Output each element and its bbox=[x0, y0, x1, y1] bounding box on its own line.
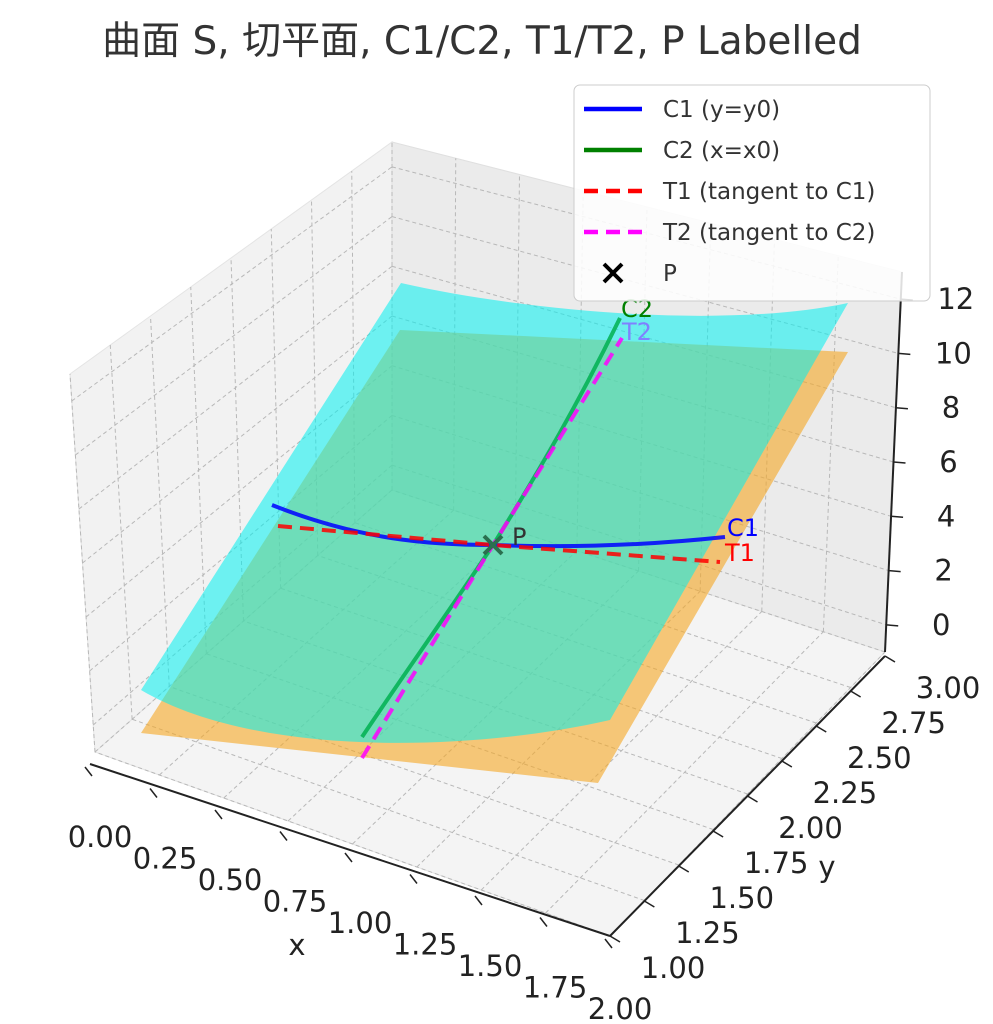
legend-box bbox=[573, 84, 931, 302]
axis-ticks: 0.000.250.500.751.001.251.501.752.001.00… bbox=[68, 282, 981, 1024]
z-tick-mark bbox=[898, 352, 911, 356]
x-tick-label: 0.75 bbox=[263, 885, 328, 919]
x-axis-label: x bbox=[288, 928, 305, 962]
x-tick-label: 0.00 bbox=[68, 820, 133, 854]
z-tick-label: 10 bbox=[935, 336, 972, 370]
x-tick-mark bbox=[149, 788, 158, 798]
legend-label: C1 (y=y0) bbox=[663, 97, 780, 123]
z-tick-mark bbox=[895, 406, 908, 410]
x-axis-line bbox=[89, 763, 611, 937]
z-tick-label: 6 bbox=[939, 445, 957, 479]
x-tick-label: 1.75 bbox=[523, 971, 588, 1005]
z-tick-label: 8 bbox=[942, 391, 960, 425]
legend-label: P bbox=[663, 261, 677, 287]
x-tick-label: 1.50 bbox=[458, 949, 523, 983]
y-tick-label: 2.00 bbox=[778, 811, 843, 845]
legend-label: C2 (x=x0) bbox=[663, 138, 780, 164]
legend-marker bbox=[602, 262, 624, 284]
y-tick-mark bbox=[884, 655, 896, 663]
y-tick-mark bbox=[850, 690, 862, 698]
x-tick-mark bbox=[604, 938, 613, 949]
y-tick-label: 2.75 bbox=[881, 706, 946, 740]
y-tick-mark bbox=[712, 830, 724, 838]
annotation-t1: T1 bbox=[724, 539, 755, 567]
y-tick-label: 1.00 bbox=[641, 951, 706, 985]
legend: C1 (y=y0) C2 (x=x0) T1 (tangent to C1) T2 (… bbox=[573, 84, 931, 302]
legend-label: T2 (tangent to C2) bbox=[662, 220, 875, 246]
z-tick-mark bbox=[893, 461, 906, 464]
x-tick-mark bbox=[474, 895, 483, 906]
grid-line-z bbox=[71, 166, 393, 402]
x-tick-mark bbox=[279, 831, 288, 841]
x-tick-label: 1.25 bbox=[393, 928, 458, 962]
x-tick-label: 0.50 bbox=[198, 863, 263, 897]
grid-line-y bbox=[94, 751, 611, 937]
y-tick-mark bbox=[678, 865, 690, 873]
grid-line-z bbox=[82, 315, 393, 564]
z-tick-label: 4 bbox=[937, 499, 955, 533]
x-tick-label: 1.00 bbox=[328, 906, 393, 940]
point-p-stroke bbox=[482, 534, 504, 556]
y-tick-label: 1.50 bbox=[709, 881, 774, 915]
y-tick-label: 3.00 bbox=[916, 671, 981, 705]
grid-line-z bbox=[78, 265, 393, 510]
chart-title: 曲面 S, 切平面, C1/C2, T1/T2, P Labelled bbox=[102, 19, 862, 64]
y-tick-label: 1.75 bbox=[744, 846, 809, 880]
point-p-marker bbox=[482, 534, 504, 556]
y-tick-label: 2.25 bbox=[813, 776, 878, 810]
x-tick-mark bbox=[539, 917, 548, 927]
z-tick-mark bbox=[891, 515, 904, 519]
z-tick-label: 12 bbox=[937, 282, 974, 316]
y-tick-mark bbox=[815, 725, 827, 733]
grid-line-z bbox=[75, 216, 393, 456]
annotation-t2: T2 bbox=[621, 318, 652, 346]
x-tick-mark bbox=[84, 766, 93, 777]
annotation-p: P bbox=[512, 523, 526, 551]
z-tick-mark bbox=[888, 569, 901, 573]
y-tick-mark bbox=[747, 795, 758, 803]
legend-label: T1 (tangent to C1) bbox=[662, 179, 875, 205]
y-tick-label: 2.50 bbox=[847, 741, 912, 775]
x-tick-mark bbox=[344, 852, 353, 863]
y-tick-mark bbox=[643, 900, 655, 908]
surface-s bbox=[141, 283, 848, 743]
z-tick-label: 0 bbox=[932, 608, 950, 642]
z-tick-mark bbox=[886, 624, 899, 627]
y-tick-mark bbox=[609, 935, 621, 943]
x-tick-label: 0.25 bbox=[133, 842, 198, 876]
annotation-c1: C1 bbox=[727, 514, 759, 542]
tangent-t1 bbox=[277, 524, 721, 564]
grid-line-y bbox=[230, 257, 244, 622]
z-tick-label: 2 bbox=[934, 554, 952, 588]
x-tick-mark bbox=[409, 874, 418, 884]
y-tick-label: 1.25 bbox=[675, 916, 740, 950]
y-tick-mark bbox=[781, 760, 793, 768]
x-tick-label: 2.00 bbox=[588, 992, 653, 1024]
y-axis-label: y bbox=[818, 850, 835, 884]
x-tick-mark bbox=[214, 809, 223, 820]
